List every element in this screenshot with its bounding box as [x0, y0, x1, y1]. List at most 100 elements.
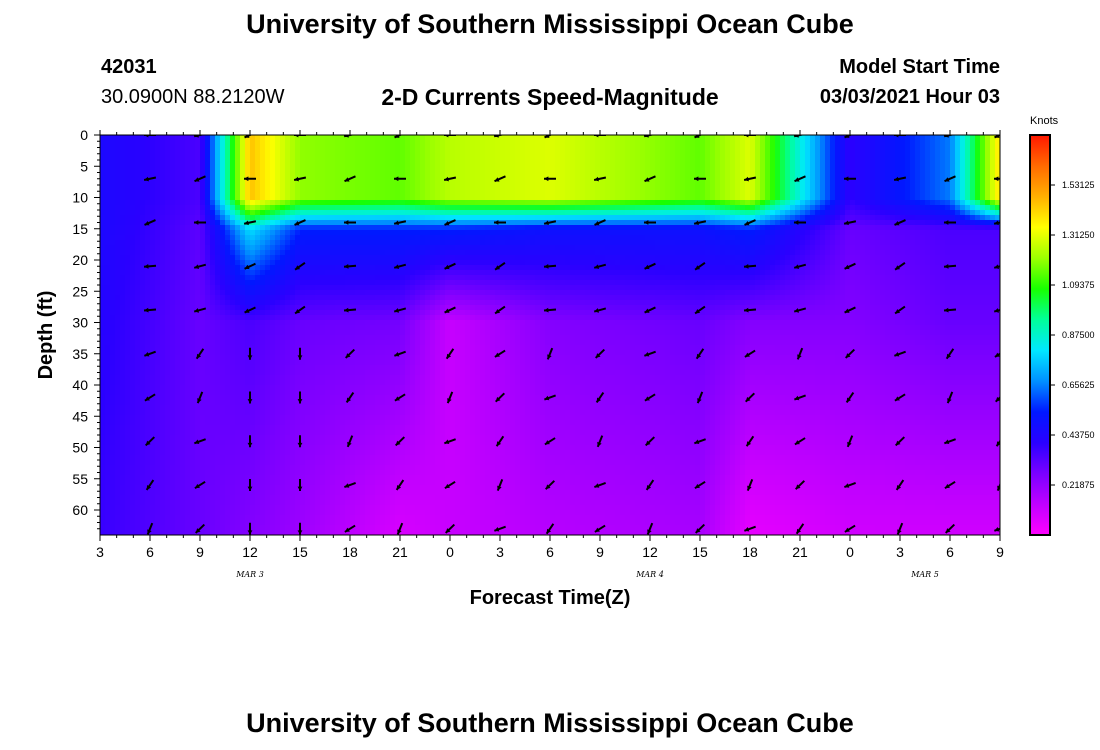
- heatmap-cell: [155, 460, 161, 466]
- heatmap-cell: [285, 315, 291, 321]
- heatmap-cell: [185, 205, 191, 211]
- heatmap-cell: [155, 435, 161, 441]
- heatmap-cell: [150, 355, 156, 361]
- heatmap-cell: [320, 320, 326, 326]
- heatmap-cell: [290, 520, 296, 526]
- heatmap-cell: [190, 195, 196, 201]
- heatmap-cell: [380, 315, 386, 321]
- heatmap-cell: [130, 235, 136, 241]
- heatmap-cell: [245, 300, 251, 306]
- heatmap-cell: [320, 255, 326, 261]
- heatmap-cell: [345, 420, 351, 426]
- heatmap-cell: [220, 230, 226, 236]
- heatmap-cell: [135, 215, 141, 221]
- heatmap-cell: [385, 295, 391, 301]
- heatmap-cell: [400, 365, 406, 371]
- heatmap-cell: [120, 460, 126, 466]
- heatmap-cell: [125, 170, 131, 176]
- heatmap-cell: [295, 320, 301, 326]
- heatmap-cell: [155, 480, 161, 486]
- heatmap-cell: [205, 530, 211, 535]
- heatmap-cell: [275, 215, 281, 221]
- heatmap-cell: [330, 300, 336, 306]
- heatmap-cell: [325, 260, 331, 266]
- heatmap-cell: [240, 410, 246, 416]
- heatmap-cell: [390, 210, 396, 216]
- heatmap-cell: [335, 190, 341, 196]
- heatmap-cell: [250, 410, 256, 416]
- heatmap-cell: [140, 180, 146, 186]
- heatmap-cell: [155, 185, 161, 191]
- heatmap-cell: [405, 190, 411, 196]
- heatmap-cell: [205, 485, 211, 491]
- heatmap-cell: [385, 150, 391, 156]
- heatmap-cell: [250, 290, 256, 296]
- heatmap-cell: [255, 270, 261, 276]
- heatmap-cell: [315, 275, 321, 281]
- heatmap-cell: [125, 455, 131, 461]
- heatmap-cell: [240, 195, 246, 201]
- heatmap-cell: [200, 145, 206, 151]
- heatmap-cell: [340, 155, 346, 161]
- heatmap-cell: [230, 430, 236, 436]
- heatmap-cell: [190, 210, 196, 216]
- heatmap-cell: [375, 415, 381, 421]
- heatmap-cell: [270, 135, 276, 141]
- heatmap-cell: [150, 145, 156, 151]
- heatmap-cell: [390, 275, 396, 281]
- heatmap-cell: [205, 255, 211, 261]
- heatmap-cell: [185, 250, 191, 256]
- heatmap-cell: [385, 375, 391, 381]
- heatmap-cell: [210, 455, 216, 461]
- heatmap-cell: [240, 135, 246, 141]
- heatmap-cell: [375, 275, 381, 281]
- heatmap-cell: [240, 505, 246, 511]
- heatmap-cell: [315, 390, 321, 396]
- heatmap-cell: [155, 425, 161, 431]
- heatmap-cell: [225, 250, 231, 256]
- heatmap-cell: [390, 510, 396, 516]
- heatmap-cell: [225, 195, 231, 201]
- heatmap-cell: [305, 305, 311, 311]
- heatmap-cell: [220, 355, 226, 361]
- heatmap-cell: [365, 435, 371, 441]
- heatmap-cell: [255, 500, 261, 506]
- heatmap-cell: [230, 355, 236, 361]
- heatmap-cell: [100, 440, 106, 446]
- heatmap-cell: [350, 330, 356, 336]
- heatmap-cell: [160, 320, 166, 326]
- heatmap-cell: [195, 370, 201, 376]
- heatmap-cell: [325, 180, 331, 186]
- heatmap-cell: [225, 340, 231, 346]
- heatmap-cell: [175, 215, 181, 221]
- heatmap-cell: [115, 530, 121, 535]
- heatmap-cell: [125, 260, 131, 266]
- heatmap-cell: [170, 530, 176, 535]
- heatmap-cell: [325, 165, 331, 171]
- heatmap-cell: [215, 155, 221, 161]
- heatmap-cell: [230, 450, 236, 456]
- heatmap-cell: [280, 225, 286, 231]
- heatmap-cell: [270, 365, 276, 371]
- heatmap-cell: [115, 295, 121, 301]
- heatmap-cell: [385, 155, 391, 161]
- heatmap-cell: [125, 480, 131, 486]
- heatmap-cell: [335, 255, 341, 261]
- heatmap-cell: [385, 355, 391, 361]
- heatmap-cell: [305, 145, 311, 151]
- heatmap-cell: [365, 225, 371, 231]
- heatmap-cell: [270, 495, 276, 501]
- heatmap-cell: [410, 195, 416, 201]
- heatmap-cell: [325, 405, 331, 411]
- heatmap-cell: [350, 135, 356, 141]
- heatmap-cell: [380, 280, 386, 286]
- heatmap-cell: [325, 305, 331, 311]
- heatmap-cell: [110, 530, 116, 535]
- heatmap-cell: [325, 295, 331, 301]
- heatmap-cell: [325, 380, 331, 386]
- heatmap-cell: [235, 495, 241, 501]
- heatmap-cell: [160, 240, 166, 246]
- heatmap-cell: [190, 335, 196, 341]
- heatmap-cell: [325, 185, 331, 191]
- heatmap-cell: [350, 475, 356, 481]
